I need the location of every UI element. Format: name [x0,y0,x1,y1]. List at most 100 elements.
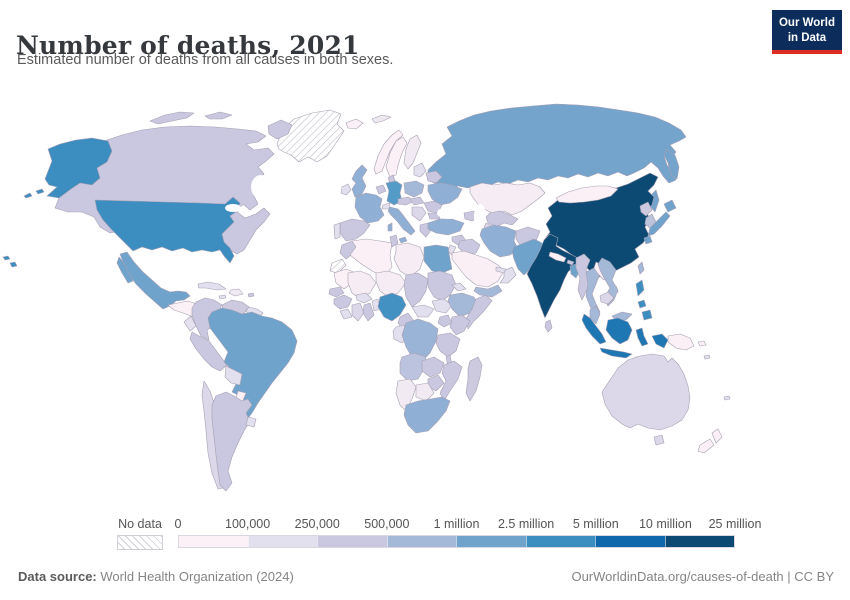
region-papua-new-guinea[interactable] [667,333,695,351]
region-poland[interactable] [403,180,425,198]
region-japan[interactable] [647,211,671,237]
region-canada[interactable] [204,111,233,120]
region-indonesia[interactable] [635,327,649,347]
legend-bin-swatch[interactable] [179,536,248,547]
region-malaysia[interactable] [589,305,601,325]
region-burkina-faso[interactable] [355,292,373,304]
region-japan[interactable] [663,199,677,213]
region-switzerland[interactable] [381,202,391,210]
region-somalia[interactable] [465,294,493,330]
region-saudi-arabia[interactable] [451,250,505,288]
legend-bin-swatch[interactable] [247,536,317,547]
region-sierra-leone[interactable] [339,308,353,320]
region-guinea[interactable] [333,294,353,310]
region-philippines[interactable] [635,279,645,297]
region-philippines[interactable] [637,299,647,309]
region-usa[interactable] [9,261,18,268]
footer-credit-link[interactable]: OurWorldinData.org/causes-of-death | CC … [571,569,834,584]
region-canada[interactable] [149,111,195,125]
region-ukraine[interactable] [427,182,463,206]
region-usa[interactable] [2,255,11,261]
owid-logo[interactable]: Our World in Data [771,10,842,54]
region-sri-lanka[interactable] [544,319,553,333]
region-ghana[interactable] [362,302,375,322]
region-mexico[interactable] [119,251,191,310]
region-bolivia[interactable] [224,365,243,386]
region-italy[interactable] [387,206,416,236]
region-uae[interactable] [495,266,507,274]
region-hispaniola[interactable] [228,288,244,297]
region-angola[interactable] [399,352,427,382]
region-central-african-republic[interactable] [411,304,435,318]
legend-no-data-swatch[interactable] [117,535,163,550]
region-usa[interactable] [23,192,33,199]
region-mali[interactable] [347,270,377,300]
region-jamaica[interactable] [218,294,227,300]
region-usa[interactable] [35,188,45,195]
region-pacific-islands[interactable] [723,395,731,401]
region-tanzania[interactable] [435,332,461,358]
region-uruguay[interactable] [245,416,257,428]
legend-bin-swatch[interactable] [317,536,387,547]
region-portugal[interactable] [333,222,341,240]
region-svalbard[interactable] [371,114,392,124]
legend-bin-swatch[interactable] [525,536,595,547]
legend-bin-swatch[interactable] [386,536,456,547]
region-japan[interactable] [643,235,653,245]
region-mongolia[interactable] [555,185,619,204]
region-turkey[interactable] [427,218,465,236]
region-niger[interactable] [375,270,407,298]
region-new-zealand[interactable] [711,428,723,444]
region-indonesia[interactable] [605,317,633,345]
region-indonesia[interactable] [651,333,669,349]
region-bhutan[interactable] [566,259,575,266]
region-egypt[interactable] [423,244,453,274]
region-finland[interactable] [403,134,422,170]
region-new-zealand[interactable] [697,438,715,454]
region-kenya[interactable] [449,314,471,336]
region-argentina[interactable] [211,391,253,492]
region-france[interactable] [354,192,385,224]
region-vietnam[interactable] [597,257,619,307]
region-mozambique[interactable] [439,360,463,402]
region-india[interactable] [526,233,587,319]
region-australia[interactable] [653,434,665,446]
region-tunisia[interactable] [389,234,399,248]
region-nepal[interactable] [548,251,567,263]
region-italy[interactable] [398,236,408,244]
region-uk[interactable] [351,164,368,198]
region-cambodia[interactable] [599,291,615,305]
legend-bin-swatch[interactable] [664,536,734,547]
region-chad[interactable] [403,272,429,308]
region-cuba[interactable] [197,281,227,291]
region-nigeria[interactable] [377,292,407,322]
region-ecuador[interactable] [183,315,197,332]
region-benelux[interactable] [375,184,387,195]
legend-bin-swatch[interactable] [595,536,665,547]
region-peru[interactable] [189,331,228,372]
region-ivory-coast[interactable] [351,302,365,322]
world-map[interactable] [0,90,850,510]
region-philippines[interactable] [641,309,653,321]
region-uzbekistan[interactable] [485,210,519,228]
region-baltics[interactable] [413,162,427,178]
region-russia[interactable] [663,148,680,180]
region-greenland[interactable] [276,109,345,163]
region-taiwan[interactable] [637,261,645,275]
region-south-africa[interactable] [403,396,451,434]
region-senegal[interactable] [328,286,345,298]
region-italy[interactable] [387,222,393,232]
region-ireland[interactable] [340,183,352,196]
region-yemen[interactable] [473,284,503,298]
region-western-sahara[interactable] [329,258,347,274]
region-south-sudan[interactable] [431,298,453,314]
legend-bin-swatch[interactable] [456,536,526,547]
region-balkans[interactable] [411,206,427,222]
region-usa[interactable] [44,137,113,199]
region-north-korea[interactable] [639,201,653,217]
region-belarus[interactable] [425,170,443,184]
region-romania[interactable] [423,200,443,214]
region-zambia[interactable] [421,356,445,378]
region-russia[interactable] [427,103,687,191]
region-canada[interactable] [267,119,293,140]
